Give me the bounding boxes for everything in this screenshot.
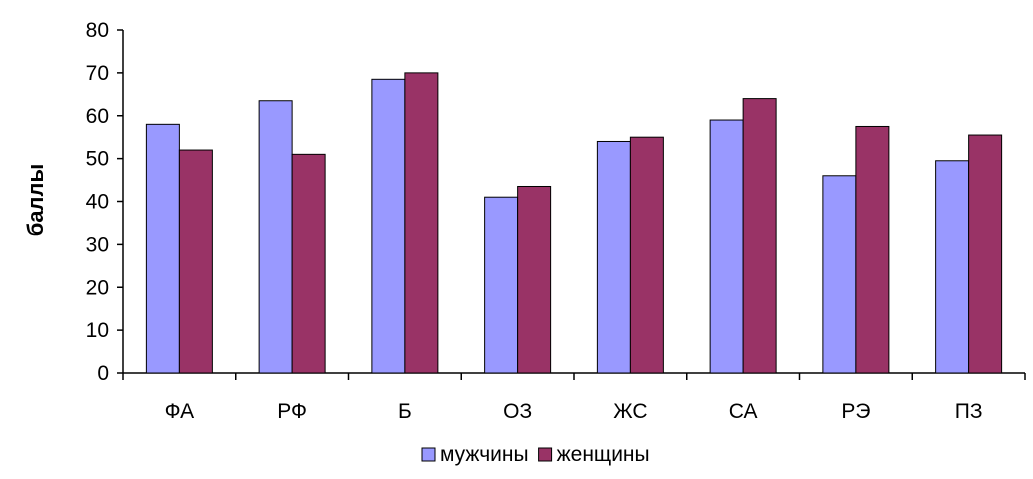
bar-women-1 — [291, 153, 326, 374]
bar-women-2 — [404, 72, 439, 374]
bar-women-4 — [629, 136, 664, 374]
y-tick-label: 80 — [86, 19, 109, 42]
y-tick-label: 70 — [86, 62, 109, 85]
bar-women-6 — [855, 125, 890, 374]
y-tick-label: 10 — [86, 319, 109, 342]
bar-women-7 — [968, 134, 1003, 374]
bar-men-1 — [258, 100, 293, 374]
bar-men-3 — [484, 196, 519, 374]
y-tick-label: 60 — [86, 105, 109, 128]
legend-label-1: женщины — [557, 443, 650, 466]
bar-men-2 — [371, 78, 406, 374]
bar-women-3 — [517, 185, 552, 374]
bar-men-5 — [709, 119, 744, 374]
y-axis-label: баллы — [23, 164, 48, 237]
bar-women-5 — [742, 98, 777, 374]
y-tick-label: 0 — [97, 362, 109, 385]
x-tick-label: ЖС — [613, 400, 647, 423]
x-axis: ФА РФ Б ОЗ ЖС СА РЭ ПЗ — [122, 372, 1026, 423]
bar-women-0 — [178, 149, 213, 374]
legend: мужчины женщины — [421, 443, 650, 466]
x-tick-label: РФ — [277, 400, 307, 423]
x-tick-label: ПЗ — [955, 400, 983, 423]
bar-men-6 — [822, 175, 857, 374]
y-tick-label: 40 — [86, 191, 109, 214]
x-tick-label: РЭ — [841, 400, 870, 423]
y-axis: 0 10 20 30 40 50 60 70 80 — [86, 19, 124, 385]
x-tick-label: ФА — [165, 400, 195, 423]
y-tick-label: 20 — [86, 276, 109, 299]
legend-swatch-1 — [538, 447, 553, 462]
x-tick-label: СА — [729, 400, 758, 423]
legend-label-0: мужчины — [440, 443, 529, 466]
bar-men-0 — [145, 123, 180, 374]
x-tick-label: ОЗ — [503, 400, 532, 423]
bars — [145, 72, 1003, 374]
legend-swatch-0 — [421, 447, 436, 462]
bar-men-4 — [596, 140, 631, 374]
y-tick-label: 50 — [86, 148, 109, 171]
y-tick-label: 30 — [86, 233, 109, 256]
x-tick-label: Б — [398, 400, 412, 423]
bar-men-7 — [935, 160, 970, 374]
